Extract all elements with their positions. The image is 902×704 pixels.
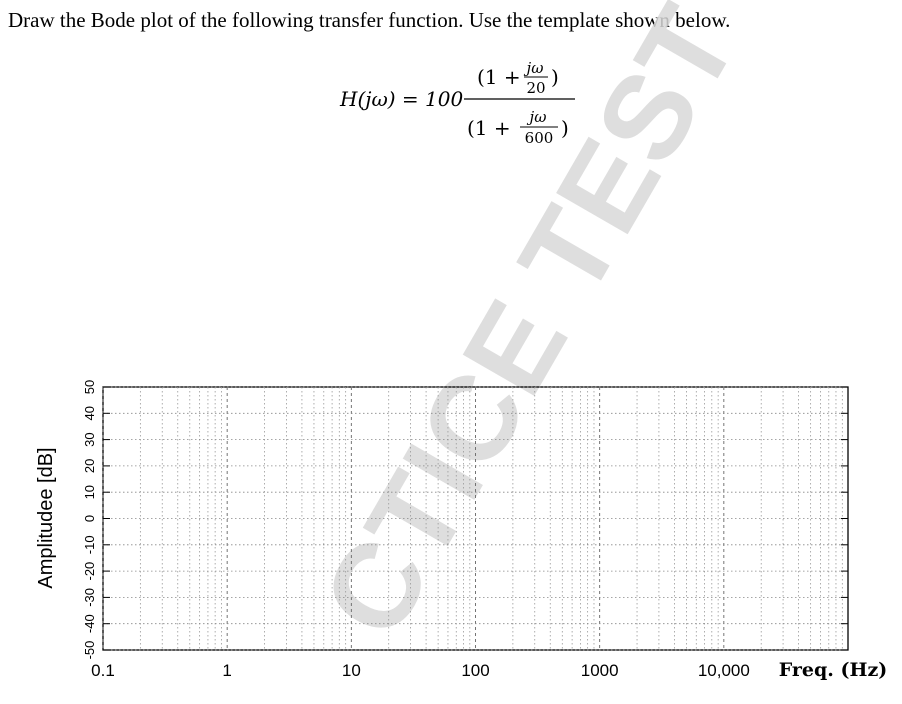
den-top: jω — [527, 108, 547, 126]
num-bottom: 20 — [526, 79, 545, 97]
x-tick-label: 0.1 — [91, 661, 115, 680]
num-close: ) — [551, 65, 559, 89]
x-tick-label: 10 — [342, 661, 361, 680]
x-tick-label: 1000 — [581, 661, 619, 680]
y-tick-label: 10 — [82, 485, 97, 499]
y-axis-label: Amplitudee [dB] — [35, 447, 57, 588]
num-open: (1 + — [477, 65, 521, 89]
y-tick-label: -30 — [82, 588, 97, 607]
x-tick-label: 100 — [461, 661, 489, 680]
y-tick-label: -20 — [82, 562, 97, 581]
num-top: jω — [524, 59, 544, 77]
y-tick-label: -40 — [82, 614, 97, 633]
y-tick-label: 0 — [82, 515, 97, 522]
formula-lhs: H(jω) = 100 — [339, 87, 463, 111]
formula: H(jω) = 100 (1 + jω 20 ) (1 + jω 600 ) — [339, 59, 575, 147]
den-bottom: 600 — [525, 129, 554, 147]
y-tick-label: 40 — [82, 406, 97, 420]
den-close: ) — [561, 116, 569, 140]
x-axis-label: Freq. (Hz) — [779, 659, 888, 681]
y-tick-label: -10 — [82, 535, 97, 554]
x-tick-label: 1 — [222, 661, 231, 680]
x-tick-label: 10,000 — [698, 661, 750, 680]
den-open: (1 + — [467, 116, 511, 140]
y-tick-label: 30 — [82, 432, 97, 446]
y-tick-label: 50 — [82, 380, 97, 394]
question: Draw the Bode plot of the following tran… — [8, 8, 731, 32]
y-tick-label: -50 — [82, 641, 97, 660]
y-tick-label: 20 — [82, 459, 97, 473]
